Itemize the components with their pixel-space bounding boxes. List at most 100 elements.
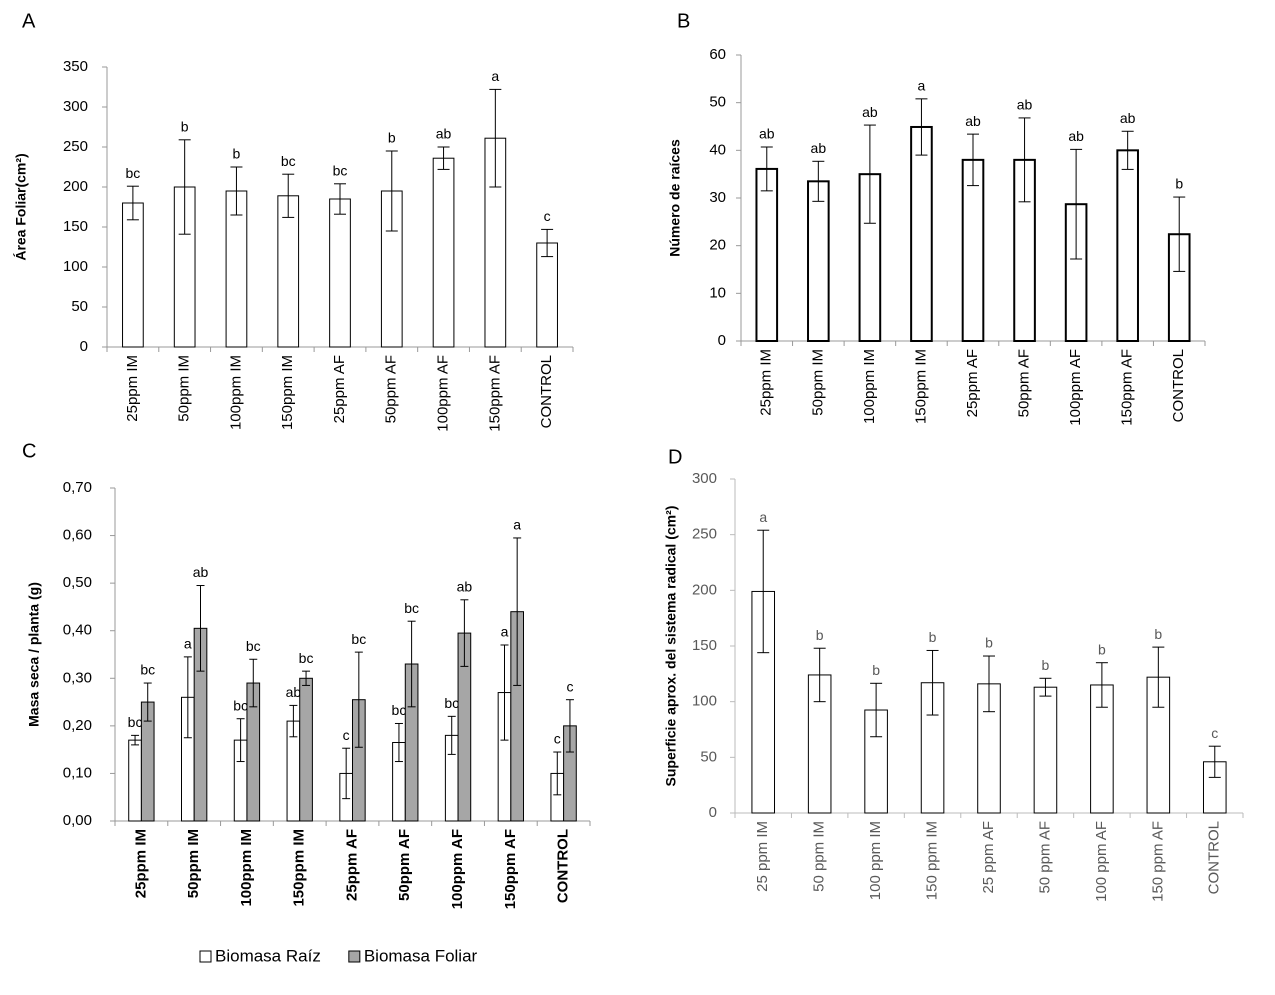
- y-tick-label: 10: [709, 284, 726, 301]
- y-tick-label: 0,30: [63, 669, 92, 686]
- x-tick-label: 25ppm IM: [132, 829, 149, 898]
- x-tick-label: 50 ppm AF: [1036, 821, 1053, 894]
- x-tick-label: 150ppm IM: [291, 829, 308, 907]
- y-tick-label: 40: [709, 141, 726, 158]
- error-bar: [541, 228, 554, 258]
- error-bar: [967, 133, 979, 187]
- bar: [1033, 686, 1058, 814]
- y-axis-label: Área Foliar(cm²): [13, 153, 29, 260]
- x-tick-label: 50ppm AF: [383, 355, 400, 423]
- x-tick-label: 150ppm AF: [1119, 349, 1136, 426]
- panel: D Superficie aprox. del sistema radical (…: [663, 446, 1244, 902]
- x-tick-label: 50ppm IM: [185, 829, 202, 898]
- error-bar: [870, 682, 883, 738]
- error-bar: [249, 658, 258, 708]
- significance-label: b: [388, 130, 396, 146]
- significance-label: b: [985, 635, 993, 651]
- y-tick-label: 0: [709, 804, 717, 821]
- significance-label: ab: [1068, 128, 1084, 144]
- significance-label: a: [513, 517, 521, 533]
- x-tick-label: 50ppm AF: [396, 829, 413, 901]
- x-tick-label: 100ppm AF: [1067, 349, 1084, 426]
- y-tick-label: 250: [63, 138, 88, 155]
- significance-label: ab: [457, 578, 473, 594]
- significance-label: bc: [299, 650, 314, 666]
- significance-label: b: [1098, 641, 1106, 657]
- panel: B Número de raíces 0 10 20 30 40 50 60 25ppm IM 50…: [667, 10, 1206, 426]
- legend-label: Biomasa Raíz: [215, 946, 321, 965]
- error-bar: [500, 644, 509, 741]
- significance-label: bc: [392, 702, 407, 718]
- x-tick-label: 100ppm IM: [227, 355, 244, 430]
- y-tick-label: 200: [692, 581, 717, 598]
- error-bar: [196, 585, 205, 672]
- significance-label: bc: [333, 163, 348, 179]
- y-tick-label: 250: [692, 526, 717, 543]
- y-tick-label: 50: [700, 748, 717, 765]
- x-tick-label: 100ppm AF: [435, 355, 452, 432]
- bar: [910, 125, 933, 342]
- bar: [128, 739, 142, 822]
- error-bar: [513, 537, 522, 686]
- y-tick-label: 100: [63, 258, 88, 275]
- significance-label: bc: [128, 714, 143, 730]
- bar: [122, 202, 144, 348]
- error-bar: [302, 670, 311, 686]
- significance-label: b: [872, 662, 880, 678]
- y-tick-label: 100: [692, 693, 717, 710]
- significance-label: ab: [811, 140, 827, 156]
- y-axis-label: Número de raíces: [667, 139, 683, 257]
- error-bar: [143, 682, 152, 722]
- error-bar: [926, 649, 939, 716]
- significance-label: bc: [404, 600, 419, 616]
- error-bar: [553, 751, 562, 796]
- error-bar: [757, 529, 770, 654]
- x-tick-label: 100ppm AF: [449, 829, 466, 909]
- significance-label: c: [544, 208, 551, 224]
- y-tick-label: 150: [692, 637, 717, 654]
- y-tick-label: 0: [718, 332, 726, 349]
- legend-swatch: [348, 950, 361, 963]
- y-tick-label: 30: [709, 189, 726, 206]
- significance-label: a: [501, 624, 509, 640]
- panel-title: C: [22, 440, 36, 462]
- y-tick-label: 150: [63, 218, 88, 235]
- y-tick-label: 0,50: [63, 574, 92, 591]
- error-bar: [342, 747, 351, 800]
- x-tick-label: CONTROL: [1206, 821, 1223, 894]
- significance-label: a: [918, 78, 926, 94]
- significance-label: bc: [125, 165, 140, 181]
- x-tick-label: 100 ppm IM: [867, 821, 884, 900]
- error-bar: [1208, 745, 1221, 778]
- error-bar: [1173, 196, 1186, 272]
- error-bar: [1018, 117, 1031, 203]
- x-tick-label: 150ppm AF: [486, 355, 503, 432]
- significance-label: c: [554, 731, 561, 747]
- significance-label: b: [1042, 657, 1050, 673]
- bar: [536, 242, 558, 348]
- significance-label: bc: [140, 662, 155, 678]
- x-tick-label: CONTROL: [538, 355, 555, 428]
- x-tick-label: 25 ppm IM: [754, 821, 771, 892]
- y-tick-label: 0,60: [63, 527, 92, 544]
- significance-label: ab: [1120, 110, 1136, 126]
- error-bar: [812, 160, 825, 202]
- panel-title: D: [668, 446, 682, 468]
- panel: A Área Foliar(cm²) 0 50 100 150 200 250 300 350 25…: [13, 10, 574, 432]
- x-tick-label: CONTROL: [1170, 349, 1187, 422]
- error-bar: [1095, 662, 1108, 708]
- significance-label: ab: [862, 104, 878, 120]
- error-bar: [460, 599, 469, 667]
- error-bar: [983, 655, 995, 713]
- x-tick-label: 150ppm IM: [912, 349, 929, 424]
- x-tick-label: 50ppm AF: [1016, 349, 1033, 417]
- error-bar: [437, 146, 450, 170]
- y-tick-label: 0,10: [63, 764, 92, 781]
- panel: C Masa seca / planta (g) 0,00 0,10 0,20 0,30 0…: [22, 440, 591, 965]
- significance-label: bc: [246, 638, 261, 654]
- error-bar: [126, 185, 139, 221]
- y-tick-label: 300: [692, 470, 717, 487]
- error-bar: [1039, 677, 1052, 697]
- error-bar: [1152, 646, 1165, 708]
- significance-label: bc: [233, 697, 248, 713]
